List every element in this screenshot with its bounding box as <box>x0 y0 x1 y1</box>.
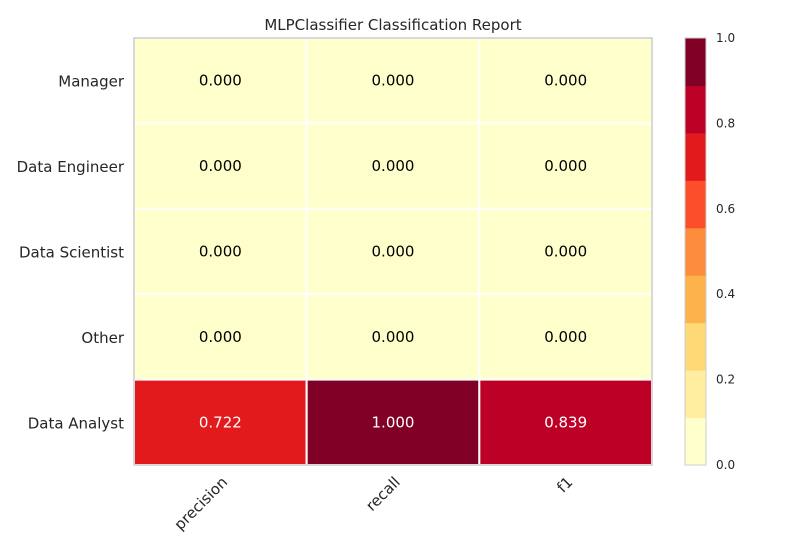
row-label: Manager <box>58 73 125 91</box>
cell-value-label: 0.000 <box>372 243 415 261</box>
colorbar-segment <box>685 370 706 419</box>
heatmap-cell <box>305 207 481 296</box>
heatmap-cell <box>133 37 308 125</box>
cell-value-label: 0.000 <box>199 157 242 175</box>
column-labels: precision recall f1 <box>171 473 577 534</box>
row-label: Data Engineer <box>17 158 125 176</box>
row-labels: Manager Data Engineer Data Scientist Other D… <box>17 73 125 433</box>
cell-value-label: 0.839 <box>544 413 587 431</box>
colorbar-tick-label: 0.2 <box>716 373 735 387</box>
heatmap-cell <box>478 293 654 381</box>
colorbar-segment <box>685 132 706 181</box>
cell-value-label: 0.000 <box>544 328 587 346</box>
colorbar-segment <box>685 417 706 466</box>
cell-value-label: 0.000 <box>544 243 587 261</box>
cell-value-label: 0.000 <box>544 72 587 90</box>
colorbar-tick-label: 0.0 <box>716 458 735 472</box>
colorbar-frame <box>684 37 707 466</box>
plot-frame <box>133 37 653 466</box>
heatmap-cell <box>305 37 481 125</box>
cell-value-label: 1.000 <box>372 413 415 431</box>
colorbar-segment <box>685 322 706 371</box>
cell-value-label: 0.722 <box>199 413 242 431</box>
cell-value-label: 0.000 <box>372 157 415 175</box>
cell-value-label: 0.000 <box>372 328 415 346</box>
column-label: precision <box>171 473 232 534</box>
colorbar-segment <box>685 275 706 324</box>
heatmap-cell <box>478 122 654 210</box>
colorbar-segment <box>685 85 706 134</box>
row-label: Data Scientist <box>19 244 124 262</box>
colorbar-tick-label: 0.4 <box>716 287 735 301</box>
heatmap-cells: 0.000 0.000 0.000 0.000 0.000 0.000 0.000 0.000… <box>133 37 654 467</box>
colorbar-tick-label: 0.8 <box>716 116 735 130</box>
cell-value-label: 0.000 <box>372 72 415 90</box>
cell-value-label: 0.000 <box>199 72 242 90</box>
row-label: Data Analyst <box>28 414 124 432</box>
cell-value-label: 0.000 <box>544 157 587 175</box>
cell-value-label: 0.000 <box>199 243 242 261</box>
heatmap-cell <box>305 378 481 467</box>
column-label: f1 <box>553 473 576 496</box>
column-label: recall <box>362 473 404 515</box>
chart-title: MLPClassifier Classification Report <box>264 16 521 34</box>
colorbar-segment <box>685 180 706 229</box>
colorbar-tick-label: 0.6 <box>716 202 735 216</box>
heatmap-cell <box>133 293 308 381</box>
row-label: Other <box>81 329 124 347</box>
colorbar: 0.0 0.2 0.4 0.6 0.8 1.0 <box>684 31 735 472</box>
colorbar-tick-label: 1.0 <box>716 31 735 45</box>
cell-value-label: 0.000 <box>199 328 242 346</box>
colorbar-segment <box>685 227 706 276</box>
colorbar-segment <box>685 38 706 86</box>
